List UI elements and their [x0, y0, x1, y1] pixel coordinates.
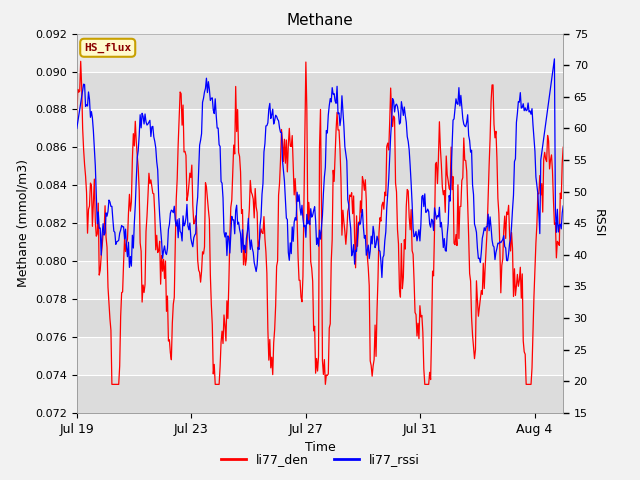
li77_rssi [73, 125, 81, 131]
li77_rssi [472, 229, 480, 235]
li77_den [77, 59, 84, 64]
li77_rssi [362, 252, 370, 258]
li77_den [550, 198, 557, 204]
li77_den [474, 298, 481, 303]
li77_den [306, 215, 314, 220]
li77_rssi [336, 123, 344, 129]
Text: HS_flux: HS_flux [84, 43, 131, 53]
Bar [77, 185, 563, 223]
li77_den [309, 278, 317, 284]
li77_den [108, 382, 116, 387]
Title: Methane: Methane [287, 13, 353, 28]
Bar [77, 337, 563, 375]
Bar [77, 261, 563, 299]
li77_rssi [378, 275, 386, 280]
Bar [77, 109, 563, 147]
Line: li77_rssi: li77_rssi [77, 59, 563, 277]
li77_den [73, 119, 81, 125]
Y-axis label: RSSI: RSSI [591, 209, 604, 238]
li77_rssi [548, 71, 556, 76]
li77_rssi [550, 56, 558, 62]
Line: li77_den: li77_den [77, 61, 563, 384]
li77_rssi [559, 203, 567, 209]
Y-axis label: Methane (mmol/m3): Methane (mmol/m3) [17, 159, 29, 287]
li77_rssi [307, 206, 315, 212]
li77_rssi [304, 221, 312, 227]
Bar [77, 34, 563, 72]
X-axis label: Time: Time [305, 441, 335, 454]
Bar [77, 147, 563, 185]
Bar [77, 72, 563, 109]
Legend: li77_den, li77_rssi: li77_den, li77_rssi [216, 448, 424, 471]
li77_den [559, 144, 567, 150]
Bar [77, 375, 563, 413]
Bar [77, 223, 563, 261]
li77_den [364, 265, 372, 271]
Bar [77, 299, 563, 337]
li77_den [338, 232, 346, 238]
